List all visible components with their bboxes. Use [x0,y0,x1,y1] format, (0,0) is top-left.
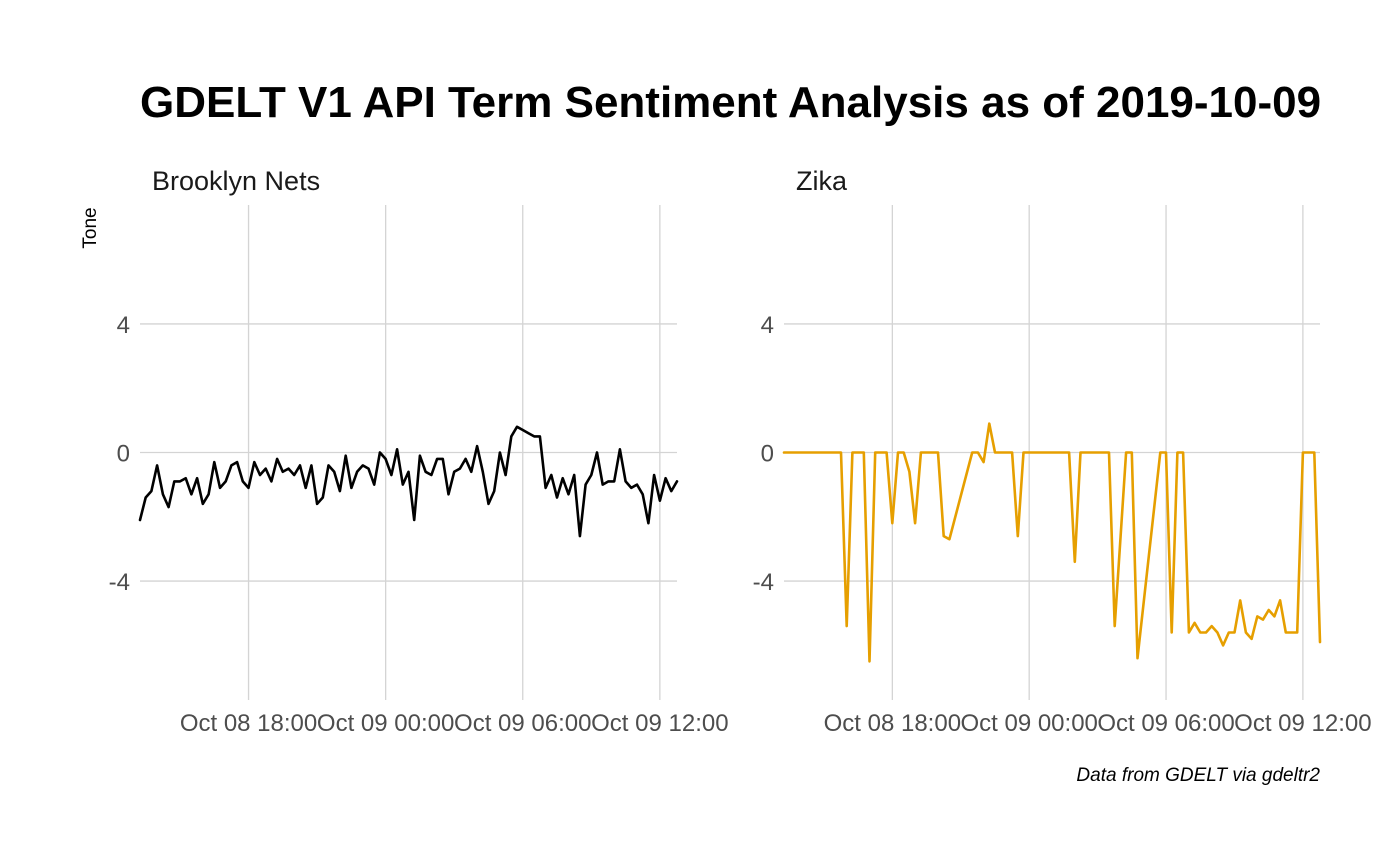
chart-caption: Data from GDELT via gdeltr2 [1076,765,1320,786]
x-tick-label: Oct 09 06:00 [1097,710,1234,737]
x-tick-label: Oct 09 00:00 [317,710,454,737]
x-tick-label: Oct 09 12:00 [1234,710,1371,737]
facet-label: Brooklyn Nets [152,166,320,196]
y-tick-label: -4 [109,569,130,596]
x-tick-label: Oct 09 00:00 [960,710,1097,737]
y-axis-title: Tone [80,207,101,248]
y-tick-label: 4 [761,312,774,339]
x-tick-label: Oct 08 18:00 [180,710,317,737]
y-tick-label: 4 [117,312,130,339]
x-tick-label: Oct 09 12:00 [591,710,728,737]
x-tick-label: Oct 09 06:00 [454,710,591,737]
facet-panel: Brooklyn Nets 4 0 -4 Oct 08 18:00 Oct 09 00:0… [109,166,729,737]
chart-title: GDELT V1 API Term Sentiment Analysis as … [140,78,1321,127]
series-line [782,422,1322,663]
y-tick-label: 0 [761,441,774,468]
series-line [138,425,679,538]
facet-panel: Zika 4 0 -4 Oct 08 18:00 Oct 09 00:00 Oct 09 0… [753,166,1372,737]
facet-label: Zika [796,166,848,196]
y-tick-label: -4 [753,569,774,596]
x-tick-label: Oct 08 18:00 [824,710,961,737]
y-tick-label: 0 [117,441,130,468]
